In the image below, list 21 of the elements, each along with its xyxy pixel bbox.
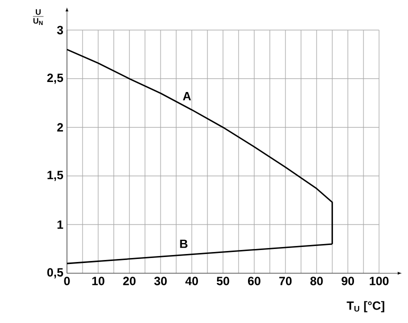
series-label: A xyxy=(182,92,191,100)
x-tick-label: 70 xyxy=(279,276,292,286)
x-tick-label: 20 xyxy=(123,276,136,286)
y-tick-label: 1,5 xyxy=(48,170,64,181)
x-tick-label: 100 xyxy=(370,276,389,286)
y-tick-label: 0,5 xyxy=(47,268,64,278)
y-tick-label: 3 xyxy=(57,26,64,34)
y-tick-label: 2 xyxy=(57,123,63,132)
y-tick-label: 2,5 xyxy=(47,74,64,84)
x-tick-label: 60 xyxy=(248,276,260,286)
x-tick-label: 80 xyxy=(310,276,323,286)
series-label: B xyxy=(180,240,188,248)
x-tick-label: 10 xyxy=(92,276,104,286)
x-tick-label: 40 xyxy=(185,276,198,286)
x-tick-label: 30 xyxy=(154,276,167,286)
x-axis-title: T$_{U}$ [°C] xyxy=(346,300,384,312)
x-tick-label: 50 xyxy=(216,276,230,286)
y-axis-title: $\frac{\mathbf{U}}{\mathbf{U}_{\mathbf{N}}}$ xyxy=(32,9,44,25)
x-tick-label: 90 xyxy=(342,276,354,286)
y-tick-label: 1 xyxy=(58,220,64,229)
x-tick-label: 0 xyxy=(64,276,70,286)
